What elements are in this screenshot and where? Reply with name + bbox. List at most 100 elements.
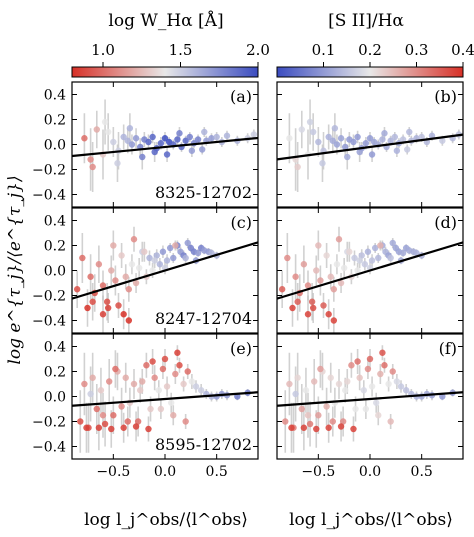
data-point — [134, 418, 142, 425]
data-point — [103, 298, 111, 305]
data-point — [325, 133, 332, 141]
data-point — [406, 128, 413, 136]
data-point — [135, 264, 143, 272]
data-point — [223, 132, 231, 139]
data-point — [381, 130, 388, 137]
data-point — [331, 125, 339, 132]
data-point — [327, 374, 334, 381]
data-point — [337, 423, 345, 430]
data-point — [97, 387, 105, 394]
data-point — [146, 254, 153, 262]
data-point — [118, 252, 125, 259]
data-point — [77, 418, 84, 425]
data-point — [356, 148, 363, 156]
y-tick-label: 0.4 — [44, 88, 66, 104]
data-point — [120, 133, 127, 141]
data-point — [151, 257, 158, 264]
data-point — [106, 378, 113, 385]
data-point — [122, 273, 129, 280]
panel-label: (c) — [231, 213, 252, 232]
x-tick-label: 0.0 — [359, 464, 381, 480]
data-point — [108, 425, 115, 433]
data-point — [161, 135, 169, 142]
x-tick-label: 0.5 — [411, 464, 433, 480]
colorbar-tick-label: 0.1 — [312, 41, 336, 59]
data-point — [320, 302, 327, 309]
data-point — [333, 261, 341, 268]
data-point — [351, 254, 358, 262]
data-point — [208, 135, 215, 142]
data-point — [163, 383, 171, 390]
data-point — [300, 424, 308, 431]
y-tick-label: 0.0 — [44, 138, 66, 154]
data-point — [170, 412, 177, 419]
data-point — [130, 236, 138, 243]
data-point — [377, 370, 384, 378]
y-tick-label: −0.4 — [32, 188, 66, 204]
data-point — [120, 311, 127, 318]
panel-label: (a) — [230, 87, 252, 106]
data-point — [364, 248, 372, 255]
data-point — [404, 146, 411, 153]
panel-d: (d) — [276, 207, 464, 334]
data-point — [122, 374, 129, 381]
data-point — [125, 286, 133, 293]
data-point — [282, 418, 289, 425]
data-point — [99, 282, 107, 289]
colorbar-s2: [S II]/Hα 0.1 0.2 0.3 0.4 — [276, 11, 474, 78]
data-point — [87, 390, 94, 398]
colorbar-tick-label: 0.3 — [405, 41, 429, 59]
data-point — [174, 349, 181, 356]
data-point — [186, 133, 193, 141]
y-tick-label: −0.2 — [32, 289, 66, 305]
data-point — [313, 425, 320, 433]
data-point — [346, 248, 353, 255]
data-point — [327, 273, 334, 280]
data-point — [333, 141, 341, 148]
colorbar-ew-label: log W_Hα [Å] — [108, 10, 223, 31]
data-point — [81, 380, 88, 388]
colorbar-tick-label: 2.0 — [246, 41, 270, 59]
data-point — [350, 425, 357, 433]
data-point — [161, 355, 169, 363]
fit-line — [277, 133, 463, 161]
data-point — [159, 248, 167, 255]
data-point — [385, 380, 392, 388]
data-point — [306, 118, 314, 126]
data-point — [413, 249, 420, 257]
data-point — [294, 298, 301, 305]
data-point — [112, 365, 119, 373]
data-point — [309, 304, 317, 312]
panel-a: 0.4 0.2 0.0 −0.2 −0.4 (a) 8325-12702 — [32, 81, 259, 208]
data-point — [375, 254, 382, 262]
data-point — [104, 128, 112, 136]
data-point — [201, 128, 208, 136]
data-point — [298, 405, 305, 413]
data-point — [286, 380, 293, 388]
data-point — [89, 374, 96, 381]
data-point — [192, 383, 200, 390]
data-point — [418, 133, 425, 141]
data-point — [342, 143, 349, 151]
data-point — [348, 362, 355, 369]
data-point — [313, 267, 320, 274]
colorbar-ew: log W_Hα [Å] 1.0 1.5 2.0 — [71, 10, 270, 78]
data-point — [110, 138, 117, 146]
data-point — [174, 136, 181, 143]
data-point — [166, 244, 174, 252]
data-point — [149, 267, 156, 274]
data-point — [362, 405, 370, 413]
data-point — [325, 424, 332, 431]
data-point — [315, 242, 322, 249]
data-point — [184, 368, 191, 375]
data-point — [335, 236, 343, 243]
data-point — [354, 133, 361, 141]
data-point — [250, 131, 258, 138]
data-point — [317, 277, 324, 284]
data-point — [323, 252, 330, 259]
figure-ylabel: log e^{τ_j}/⟨e^{τ_j}⟩ — [5, 175, 25, 364]
y-tick-label: −0.2 — [32, 415, 66, 431]
fit-line — [72, 136, 258, 158]
fit-line — [72, 391, 258, 407]
